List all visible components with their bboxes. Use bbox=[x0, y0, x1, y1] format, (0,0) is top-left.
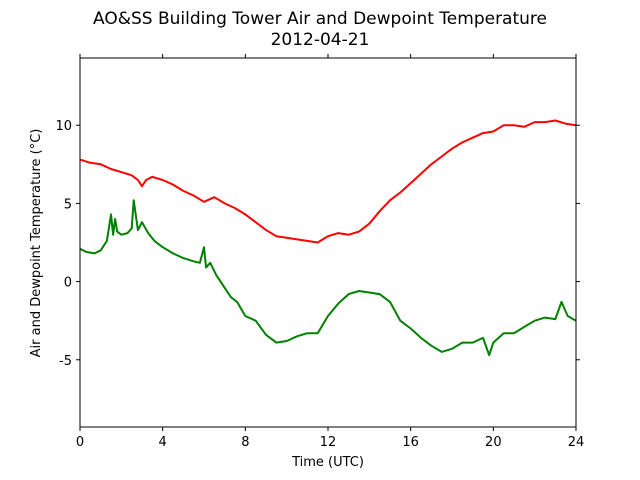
x-tick-label: 4 bbox=[159, 435, 167, 450]
x-tick-label: 8 bbox=[241, 435, 249, 450]
y-tick-label: -5 bbox=[59, 354, 72, 369]
chart-title: AO&SS Building Tower Air and Dewpoint Te… bbox=[93, 9, 547, 29]
y-tick-label: 10 bbox=[55, 119, 72, 134]
x-tick-label: 0 bbox=[76, 435, 84, 450]
x-tick-label: 20 bbox=[485, 435, 502, 450]
x-axis-label: Time (UTC) bbox=[291, 455, 364, 470]
chart-subtitle: 2012-04-21 bbox=[271, 30, 370, 50]
x-tick-label: 16 bbox=[402, 435, 419, 450]
x-tick-label: 12 bbox=[320, 435, 337, 450]
series-line-2 bbox=[79, 199, 577, 357]
y-tick-label: 5 bbox=[64, 197, 72, 212]
series-line-1 bbox=[79, 119, 577, 244]
x-tick-label: 24 bbox=[568, 435, 585, 450]
y-axis-label: Air and Dewpoint Temperature (°C) bbox=[29, 129, 44, 358]
axis-ticks: 0 4 8 12 16 20 24 -5 0 5 10 bbox=[55, 54, 584, 450]
y-tick-label: 0 bbox=[64, 276, 72, 291]
plot-frame bbox=[79, 57, 577, 428]
plot-lines bbox=[79, 119, 577, 357]
